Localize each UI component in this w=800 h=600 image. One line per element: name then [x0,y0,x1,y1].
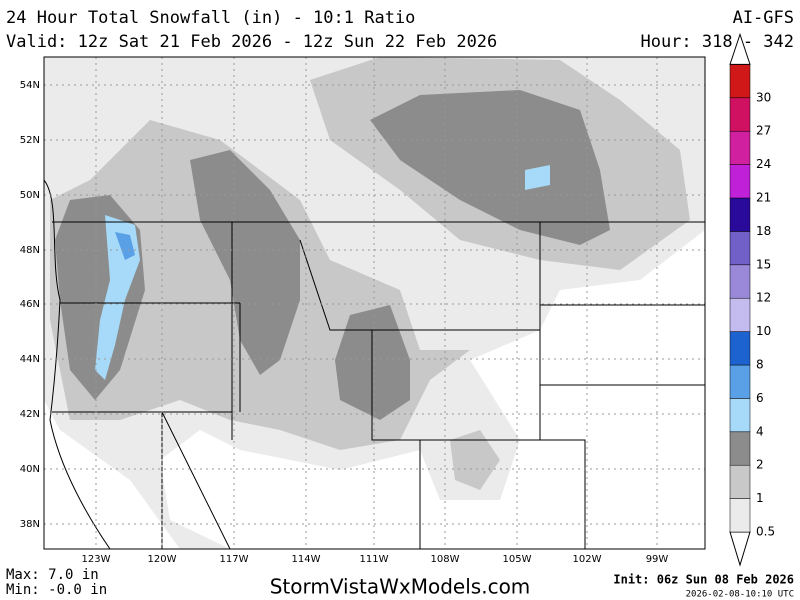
colorbar-box [729,97,751,132]
colorbar-top-cap [729,32,751,65]
model-name: AI-GFS [733,8,794,28]
lat-label: 50N [20,190,40,201]
colorbar-label: 2 [756,458,764,472]
map-frame [43,56,706,550]
colorbar-box [729,231,751,266]
colorbar-box [729,398,751,433]
colorbar-box [729,331,751,366]
lat-label: 52N [20,135,40,146]
colorbar-label: 30 [756,90,771,104]
map [43,56,706,550]
title: 24 Hour Total Snowfall (in) - 10:1 Ratio [6,8,415,28]
lon-label: 105W [503,554,532,565]
colorbar-label: 12 [756,291,771,305]
init-time: Init: 06z Sun 08 Feb 2026 [613,573,794,587]
colorbar-label: 27 [756,124,771,138]
colorbar-box [729,464,751,499]
timestamp: 2026-02-08-10:10 UTC [686,590,794,600]
valid-time: Valid: 12z Sat 21 Feb 2026 - 12z Sun 22 … [6,32,497,52]
lon-label: 120W [148,554,177,565]
colorbar-box [729,197,751,232]
colorbar-label: 15 [756,257,771,271]
lat-label: 44N [20,354,40,365]
colorbar-box [729,264,751,299]
colorbar-label: 18 [756,224,771,238]
lat-label: 48N [20,245,40,256]
colorbar-box [729,64,751,99]
colorbar-label: 8 [756,358,764,372]
lon-label: 117W [220,554,249,565]
lon-label: 108W [431,554,460,565]
colorbar-box [729,164,751,199]
min-value: Min: -0.0 in [6,582,107,598]
colorbar-box [729,431,751,466]
colorbar-label: 6 [756,391,764,405]
graticule [44,57,705,549]
colorbar-box [729,498,751,533]
borders [44,179,705,549]
colorbar-label: 21 [756,191,771,205]
lat-label: 40N [20,464,40,475]
colorbar-box [729,130,751,165]
colorbar-label: 4 [756,424,764,438]
forecast-hour: Hour: 318 - 342 [640,32,794,52]
lat-label: 42N [20,409,40,420]
lon-label: 123W [82,554,111,565]
site-name: StormVistaWxModels.com [270,575,531,599]
lat-label: 38N [20,519,40,530]
colorbar-label: 0.5 [756,525,775,539]
colorbar-label: 1 [756,491,764,505]
colorbar-label: 24 [756,157,771,171]
lon-label: 99W [646,554,669,565]
lat-label: 46N [20,299,40,310]
colorbar-bottom-cap [729,531,751,567]
colorbar-box [729,297,751,332]
colorbar-box [729,364,751,399]
lon-label: 111W [360,554,389,565]
colorbar-label: 10 [756,324,771,338]
lon-label: 114W [292,554,321,565]
lat-label: 54N [20,80,40,91]
lon-label: 102W [573,554,602,565]
axis-labels: 54N 52N 50N 48N 46N 44N 42N 40N 38N 123W 120W 117W 1… [20,80,669,565]
max-value: Max: 7.0 in [6,567,99,583]
